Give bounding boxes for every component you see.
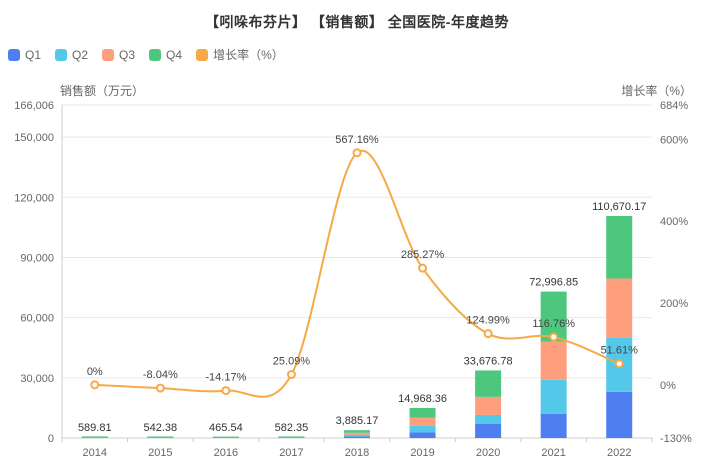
bar-segment-2022-q3[interactable] — [606, 278, 633, 338]
bar-segment-2022-q4[interactable] — [606, 216, 633, 279]
growth-rate-label: 285.27% — [401, 249, 445, 261]
legend-item-q3[interactable]: Q3 — [102, 48, 135, 62]
bar-segment-2020-q3[interactable] — [475, 396, 502, 415]
legend-swatch-icon — [196, 48, 209, 61]
legend-label: Q1 — [25, 47, 42, 62]
growth-point-2020[interactable] — [483, 329, 493, 339]
bar-segment-2018-q2[interactable] — [344, 434, 370, 437]
bar-segment-2020-q1[interactable] — [475, 423, 502, 438]
growth-point-2018[interactable] — [352, 148, 362, 158]
left-axis-caption: 销售额（万元） — [60, 84, 145, 98]
growth-rate-label: 116.76% — [532, 318, 575, 330]
growth-point-2021[interactable] — [549, 332, 559, 342]
bar-total-label: 465.54 — [209, 422, 243, 434]
growth-rate-label: 567.16% — [335, 134, 379, 146]
x-axis-category-label: 2014 — [83, 447, 107, 459]
bar-segment-2019-q4[interactable] — [409, 407, 436, 418]
bar-total-label: 3,885.17 — [336, 415, 379, 427]
legend-item-growth-rate[interactable]: 增长率（%） — [196, 46, 284, 63]
bar-segment-2021-q3[interactable] — [540, 341, 567, 380]
growth-point-2022[interactable] — [614, 359, 624, 369]
bar-total-label: 542.38 — [144, 422, 178, 434]
bar-total-label: 33,676.78 — [464, 355, 513, 367]
right-axis-tick-label: 0% — [660, 380, 676, 392]
bar-segment-2019-q1[interactable] — [409, 432, 436, 438]
legend-label: 增长率（%） — [213, 48, 284, 62]
growth-point-2015[interactable] — [155, 383, 165, 393]
bar-segment-2022-q1[interactable] — [606, 391, 633, 438]
growth-rate-label: 25.09% — [273, 356, 311, 368]
legend-swatch-icon — [149, 48, 162, 61]
x-axis-category-label: 2021 — [541, 447, 565, 459]
left-axis-tick-label: 90,000 — [20, 252, 54, 264]
left-axis-tick-label: 60,000 — [20, 313, 54, 325]
bar-segment-2018-q4[interactable] — [344, 430, 370, 433]
growth-point-2016[interactable] — [221, 386, 231, 396]
right-axis-tick-label: 400% — [660, 216, 688, 228]
bar-segment-2021-q1[interactable] — [540, 413, 567, 438]
bar-total-label: 589.81 — [78, 422, 112, 434]
bar-segment-2020-q2[interactable] — [475, 414, 502, 424]
growth-rate-line[interactable] — [94, 149, 620, 398]
left-axis-tick-label: 150,000 — [14, 132, 54, 144]
right-axis-tick-label: 684% — [660, 100, 688, 112]
x-axis-category-label: 2019 — [410, 447, 434, 459]
x-axis-category-label: 2015 — [148, 447, 172, 459]
left-axis-tick-label: 0 — [48, 433, 54, 445]
legend-swatch-icon — [102, 48, 115, 61]
right-axis-caption: 增长率（%） — [621, 84, 692, 98]
left-axis-tick-label: 166,006 — [14, 100, 54, 112]
bar-segment-2019-q3[interactable] — [409, 417, 436, 426]
bar-total-label: 110,670.17 — [592, 201, 646, 213]
growth-rate-label: 124.99% — [466, 315, 510, 327]
bar-segment-2017-q4[interactable] — [278, 436, 305, 438]
left-axis-tick-label: 30,000 — [20, 373, 54, 385]
legend-label: Q4 — [166, 47, 183, 62]
bar-segment-2014-q4[interactable] — [81, 436, 108, 438]
legend-item-q2[interactable]: Q2 — [55, 48, 88, 62]
bar-segment-2016-q4[interactable] — [212, 436, 239, 438]
bar-segment-2018-q1[interactable] — [344, 436, 370, 438]
bar-segment-2018-q3[interactable] — [344, 432, 370, 435]
chart-title: 【吲哚布芬片】 【销售额】 全国医院-年度趋势 — [205, 14, 509, 30]
x-axis-category-label: 2022 — [607, 447, 631, 459]
bar-segment-2019-q2[interactable] — [409, 425, 436, 433]
legend-swatch-icon — [55, 48, 68, 61]
left-axis-tick-label: 120,000 — [14, 192, 54, 204]
growth-rate-label: -14.17% — [205, 372, 246, 384]
bar-segment-2020-q4[interactable] — [475, 370, 502, 397]
growth-rate-label: 0% — [87, 366, 103, 378]
right-axis-tick-label: 600% — [660, 134, 688, 146]
x-axis-category-label: 2020 — [476, 447, 500, 459]
growth-rate-label: 51.61% — [601, 345, 639, 357]
legend: Q1 Q2 Q3 Q4 增长率（%） — [8, 46, 284, 63]
growth-rate-label: -8.04% — [143, 369, 178, 381]
growth-point-2019[interactable] — [418, 263, 428, 273]
legend-label: Q2 — [72, 47, 89, 62]
x-axis-category-label: 2018 — [345, 447, 369, 459]
bar-total-label: 582.35 — [275, 422, 309, 434]
bar-segment-2021-q2[interactable] — [540, 379, 567, 414]
growth-point-2017[interactable] — [286, 370, 296, 380]
legend-item-q4[interactable]: Q4 — [149, 48, 182, 62]
right-axis-tick-label: 200% — [660, 298, 688, 310]
x-axis-category-label: 2016 — [214, 447, 238, 459]
right-axis-tick-label: -130% — [660, 433, 692, 445]
legend-item-q1[interactable]: Q1 — [8, 48, 41, 62]
legend-swatch-icon — [8, 48, 20, 61]
x-axis-category-label: 2017 — [279, 447, 303, 459]
legend-label: Q3 — [119, 47, 136, 62]
growth-point-2014[interactable] — [90, 380, 100, 390]
bar-total-label: 72,996.85 — [529, 277, 578, 289]
bar-total-label: 14,968.36 — [398, 393, 447, 405]
bar-segment-2015-q4[interactable] — [147, 436, 174, 438]
